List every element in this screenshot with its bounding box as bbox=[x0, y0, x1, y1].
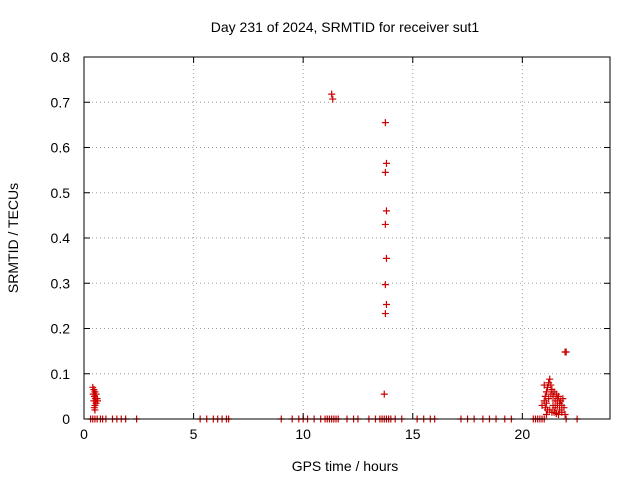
data-point bbox=[562, 348, 570, 356]
data-point bbox=[94, 397, 102, 405]
data-point bbox=[542, 410, 550, 418]
data-point bbox=[542, 399, 550, 407]
data-point bbox=[91, 406, 99, 414]
data-point bbox=[382, 207, 390, 215]
data-point bbox=[382, 301, 390, 309]
data-point bbox=[328, 90, 336, 98]
chart-title: Day 231 of 2024, SRMTID for receiver sut… bbox=[211, 19, 480, 35]
data-point bbox=[329, 95, 337, 103]
data-point bbox=[559, 395, 567, 403]
y-tick-label: 0.6 bbox=[51, 140, 71, 156]
data-point bbox=[381, 220, 389, 228]
data-point bbox=[382, 254, 390, 262]
data-point bbox=[554, 392, 562, 400]
data-point bbox=[382, 159, 390, 167]
data-point bbox=[546, 375, 554, 383]
data-point bbox=[381, 310, 389, 318]
data-point bbox=[381, 281, 389, 289]
axis-ticks: 0 5 10 15 20 0 0.1 0.2 0.3 0.4 0.5 0.6 0.7 0.8 bbox=[51, 49, 610, 442]
x-tick-label: 0 bbox=[80, 426, 88, 442]
y-axis-label: SRMTID / TECUs bbox=[5, 183, 21, 293]
data-point bbox=[380, 390, 388, 398]
x-tick-label: 10 bbox=[295, 426, 311, 442]
y-tick-label: 0.8 bbox=[51, 49, 71, 65]
data-point bbox=[561, 410, 569, 418]
y-tick-label: 0.3 bbox=[51, 275, 71, 291]
data-point bbox=[560, 404, 568, 412]
data-point bbox=[381, 168, 389, 176]
y-tick-label: 0.1 bbox=[51, 366, 71, 382]
x-tick-label: 5 bbox=[190, 426, 198, 442]
y-tick-label: 0.5 bbox=[51, 185, 71, 201]
x-tick-label: 15 bbox=[405, 426, 421, 442]
y-tick-label: 0.2 bbox=[51, 321, 71, 337]
y-tick-label: 0.7 bbox=[51, 94, 71, 110]
data-point bbox=[540, 381, 548, 389]
data-point bbox=[381, 119, 389, 127]
y-tick-label: 0 bbox=[62, 411, 70, 427]
x-tick-label: 20 bbox=[515, 426, 531, 442]
x-axis-label: GPS time / hours bbox=[292, 458, 399, 474]
y-tick-label: 0.4 bbox=[51, 230, 71, 246]
data-point bbox=[545, 395, 553, 403]
data-point bbox=[554, 410, 562, 418]
grid-lines bbox=[84, 57, 610, 419]
data-point bbox=[92, 390, 100, 398]
data-point bbox=[547, 381, 555, 389]
data-point bbox=[542, 388, 550, 396]
